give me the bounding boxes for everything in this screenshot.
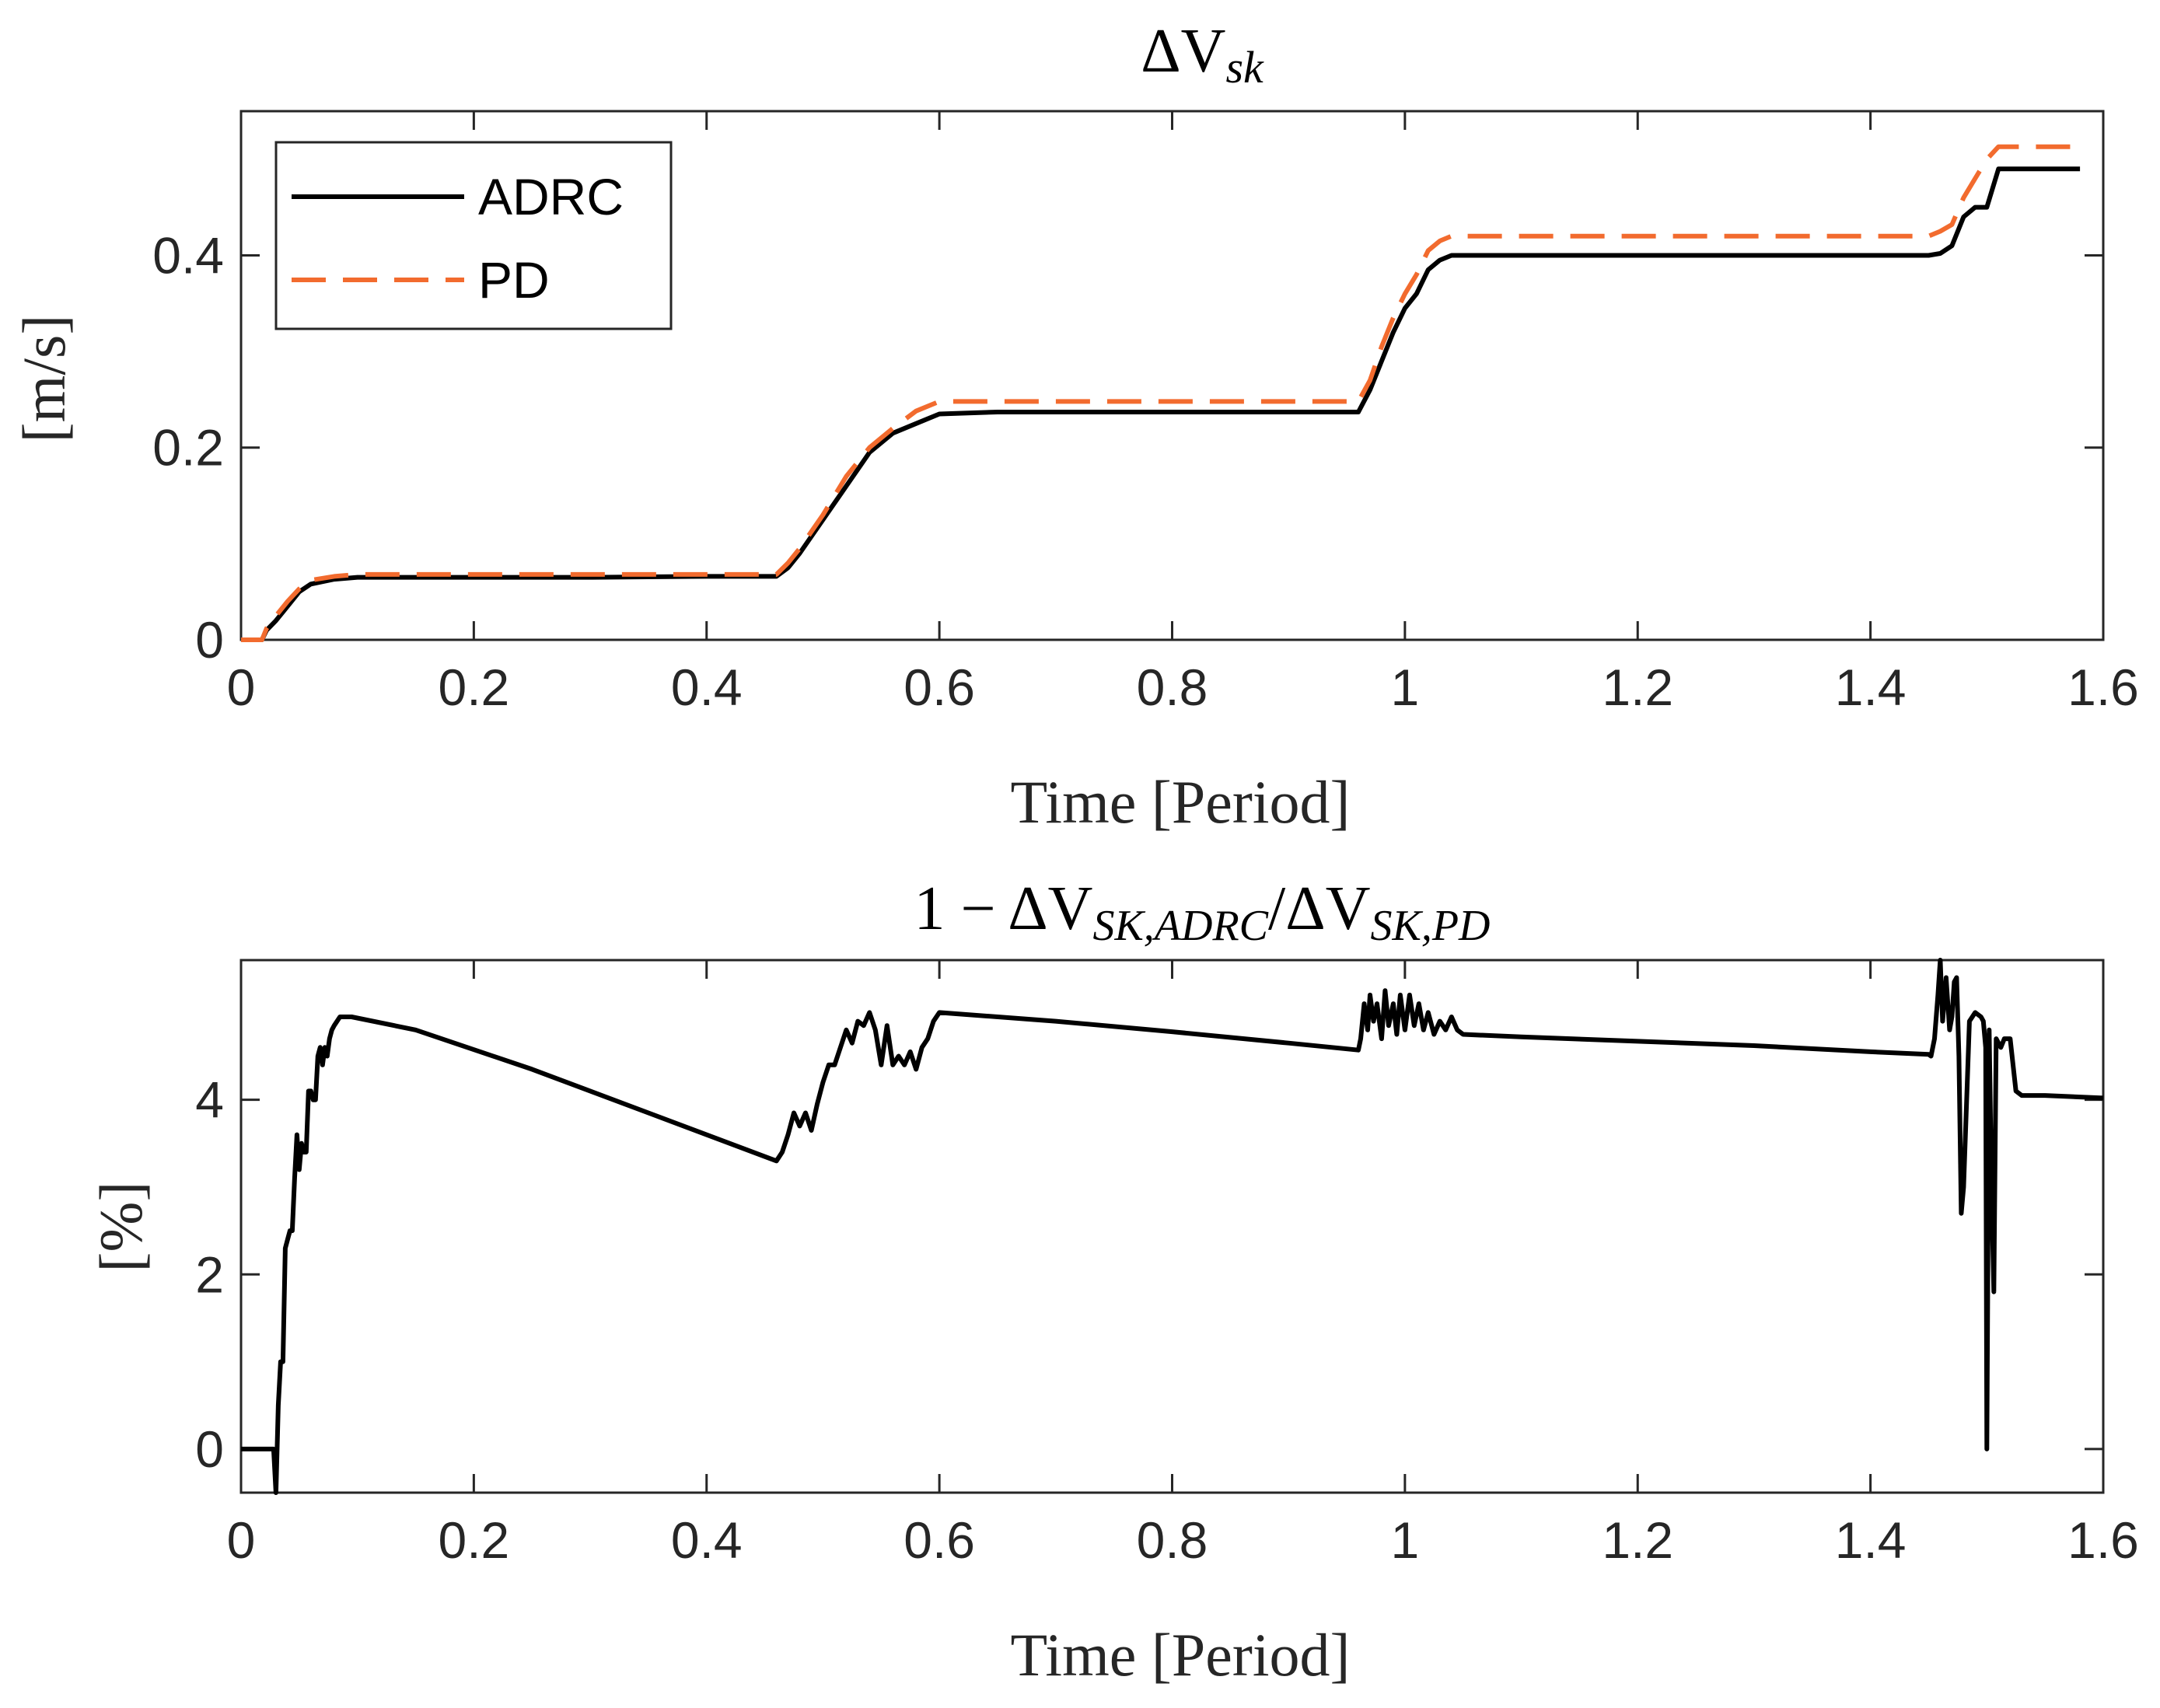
chart-bottom-xtick-label: 0.4 [671, 1511, 743, 1569]
chart-bottom-ticks: 0 0.2 0.4 0.6 0.8 1 1.2 1.4 1.6 0 2 4 [195, 960, 2139, 1569]
chart-top-xtick-label: 1.6 [2067, 658, 2139, 716]
chart-top-xlabel: Time [Period] [1011, 768, 1351, 836]
chart-top-series-line-pd [241, 144, 2081, 642]
chart-bottom-title-mid: /ΔV [1268, 875, 1370, 943]
chart-bottom-title-sub2: SK,PD [1370, 902, 1490, 950]
chart-bottom-series [241, 958, 2104, 1495]
chart-top-xtick-label: 0.6 [903, 658, 975, 716]
chart-top-series [241, 144, 2081, 642]
chart-top-series-line-adrc [241, 166, 2081, 642]
chart-top-xtick-label: 0.4 [671, 658, 743, 716]
chart-top-ytick-label: 0 [195, 611, 224, 669]
chart-top-ylabel: [m/s] [10, 315, 78, 443]
chart-top-ytick-label: 0.4 [152, 226, 224, 284]
chart-bottom-ylabel: [%] [87, 1182, 155, 1273]
chart-bottom-xlabel: Time [Period] [1011, 1621, 1351, 1689]
chart-top-legend-box [274, 141, 673, 330]
chart-bottom-series-line-1-v-sk-adrc-v-sk-pd [241, 958, 2104, 1495]
chart-bottom-xtick-label: 1 [1391, 1511, 1420, 1569]
chart-bottom-xtick-label: 1.2 [1602, 1511, 1673, 1569]
chart-top-xtick-label: 0 [227, 658, 256, 716]
chart-bottom-ytick-label: 4 [195, 1071, 224, 1129]
chart-top-xtick-label: 1.4 [1835, 658, 1907, 716]
chart-bottom-xtick-label: 1.4 [1835, 1511, 1907, 1569]
chart-top: ΔVsk 0 0.2 0.4 0.6 0.8 1 1.2 1.4 1.6 0 0.2 0.4 ADRC… [10, 17, 2139, 836]
chart-bottom-xtick-label: 0.2 [439, 1511, 510, 1569]
chart-top-ticks: 0 0.2 0.4 0.6 0.8 1 1.2 1.4 1.6 0 0.2 0.4 [152, 111, 2139, 716]
chart-bottom-xtick-label: 1.6 [2067, 1511, 2139, 1569]
chart-bottom-ytick-label: 2 [195, 1245, 224, 1303]
chart-top-xtick-label: 0.8 [1137, 658, 1208, 716]
chart-top-xtick-label: 1 [1391, 658, 1420, 716]
chart-top-xtick-label: 0.2 [439, 658, 510, 716]
chart-bottom-title: 1 − ΔVSK,ADRC/ΔVSK,PD [914, 875, 1491, 950]
chart-bottom: 1 − ΔVSK,ADRC/ΔVSK,PD 0 0.2 0.4 0.6 0.8 1 1.2 1… [87, 875, 2139, 1689]
chart-bottom-xtick-label: 0.6 [903, 1511, 975, 1569]
chart-top-legend: ADRC PD [274, 141, 673, 330]
legend-label-pd: PD [478, 251, 550, 309]
chart-top-title-main: ΔV [1141, 17, 1225, 86]
chart-bottom-xtick-label: 0 [227, 1511, 256, 1569]
chart-bottom-ytick-label: 0 [195, 1420, 224, 1478]
chart-top-title: ΔVsk [1141, 17, 1264, 93]
chart-top-xtick-label: 1.2 [1602, 658, 1673, 716]
chart-bottom-title-prefix: 1 − ΔV [914, 875, 1093, 943]
chart-bottom-plot-area [239, 959, 2105, 1494]
chart-top-ytick-label: 0.2 [152, 419, 224, 477]
legend-label-adrc: ADRC [478, 168, 624, 225]
chart-top-title-sub: sk [1225, 42, 1264, 93]
chart-bottom-xtick-label: 0.8 [1137, 1511, 1208, 1569]
chart-bottom-title-sub1: SK,ADRC [1092, 902, 1268, 950]
